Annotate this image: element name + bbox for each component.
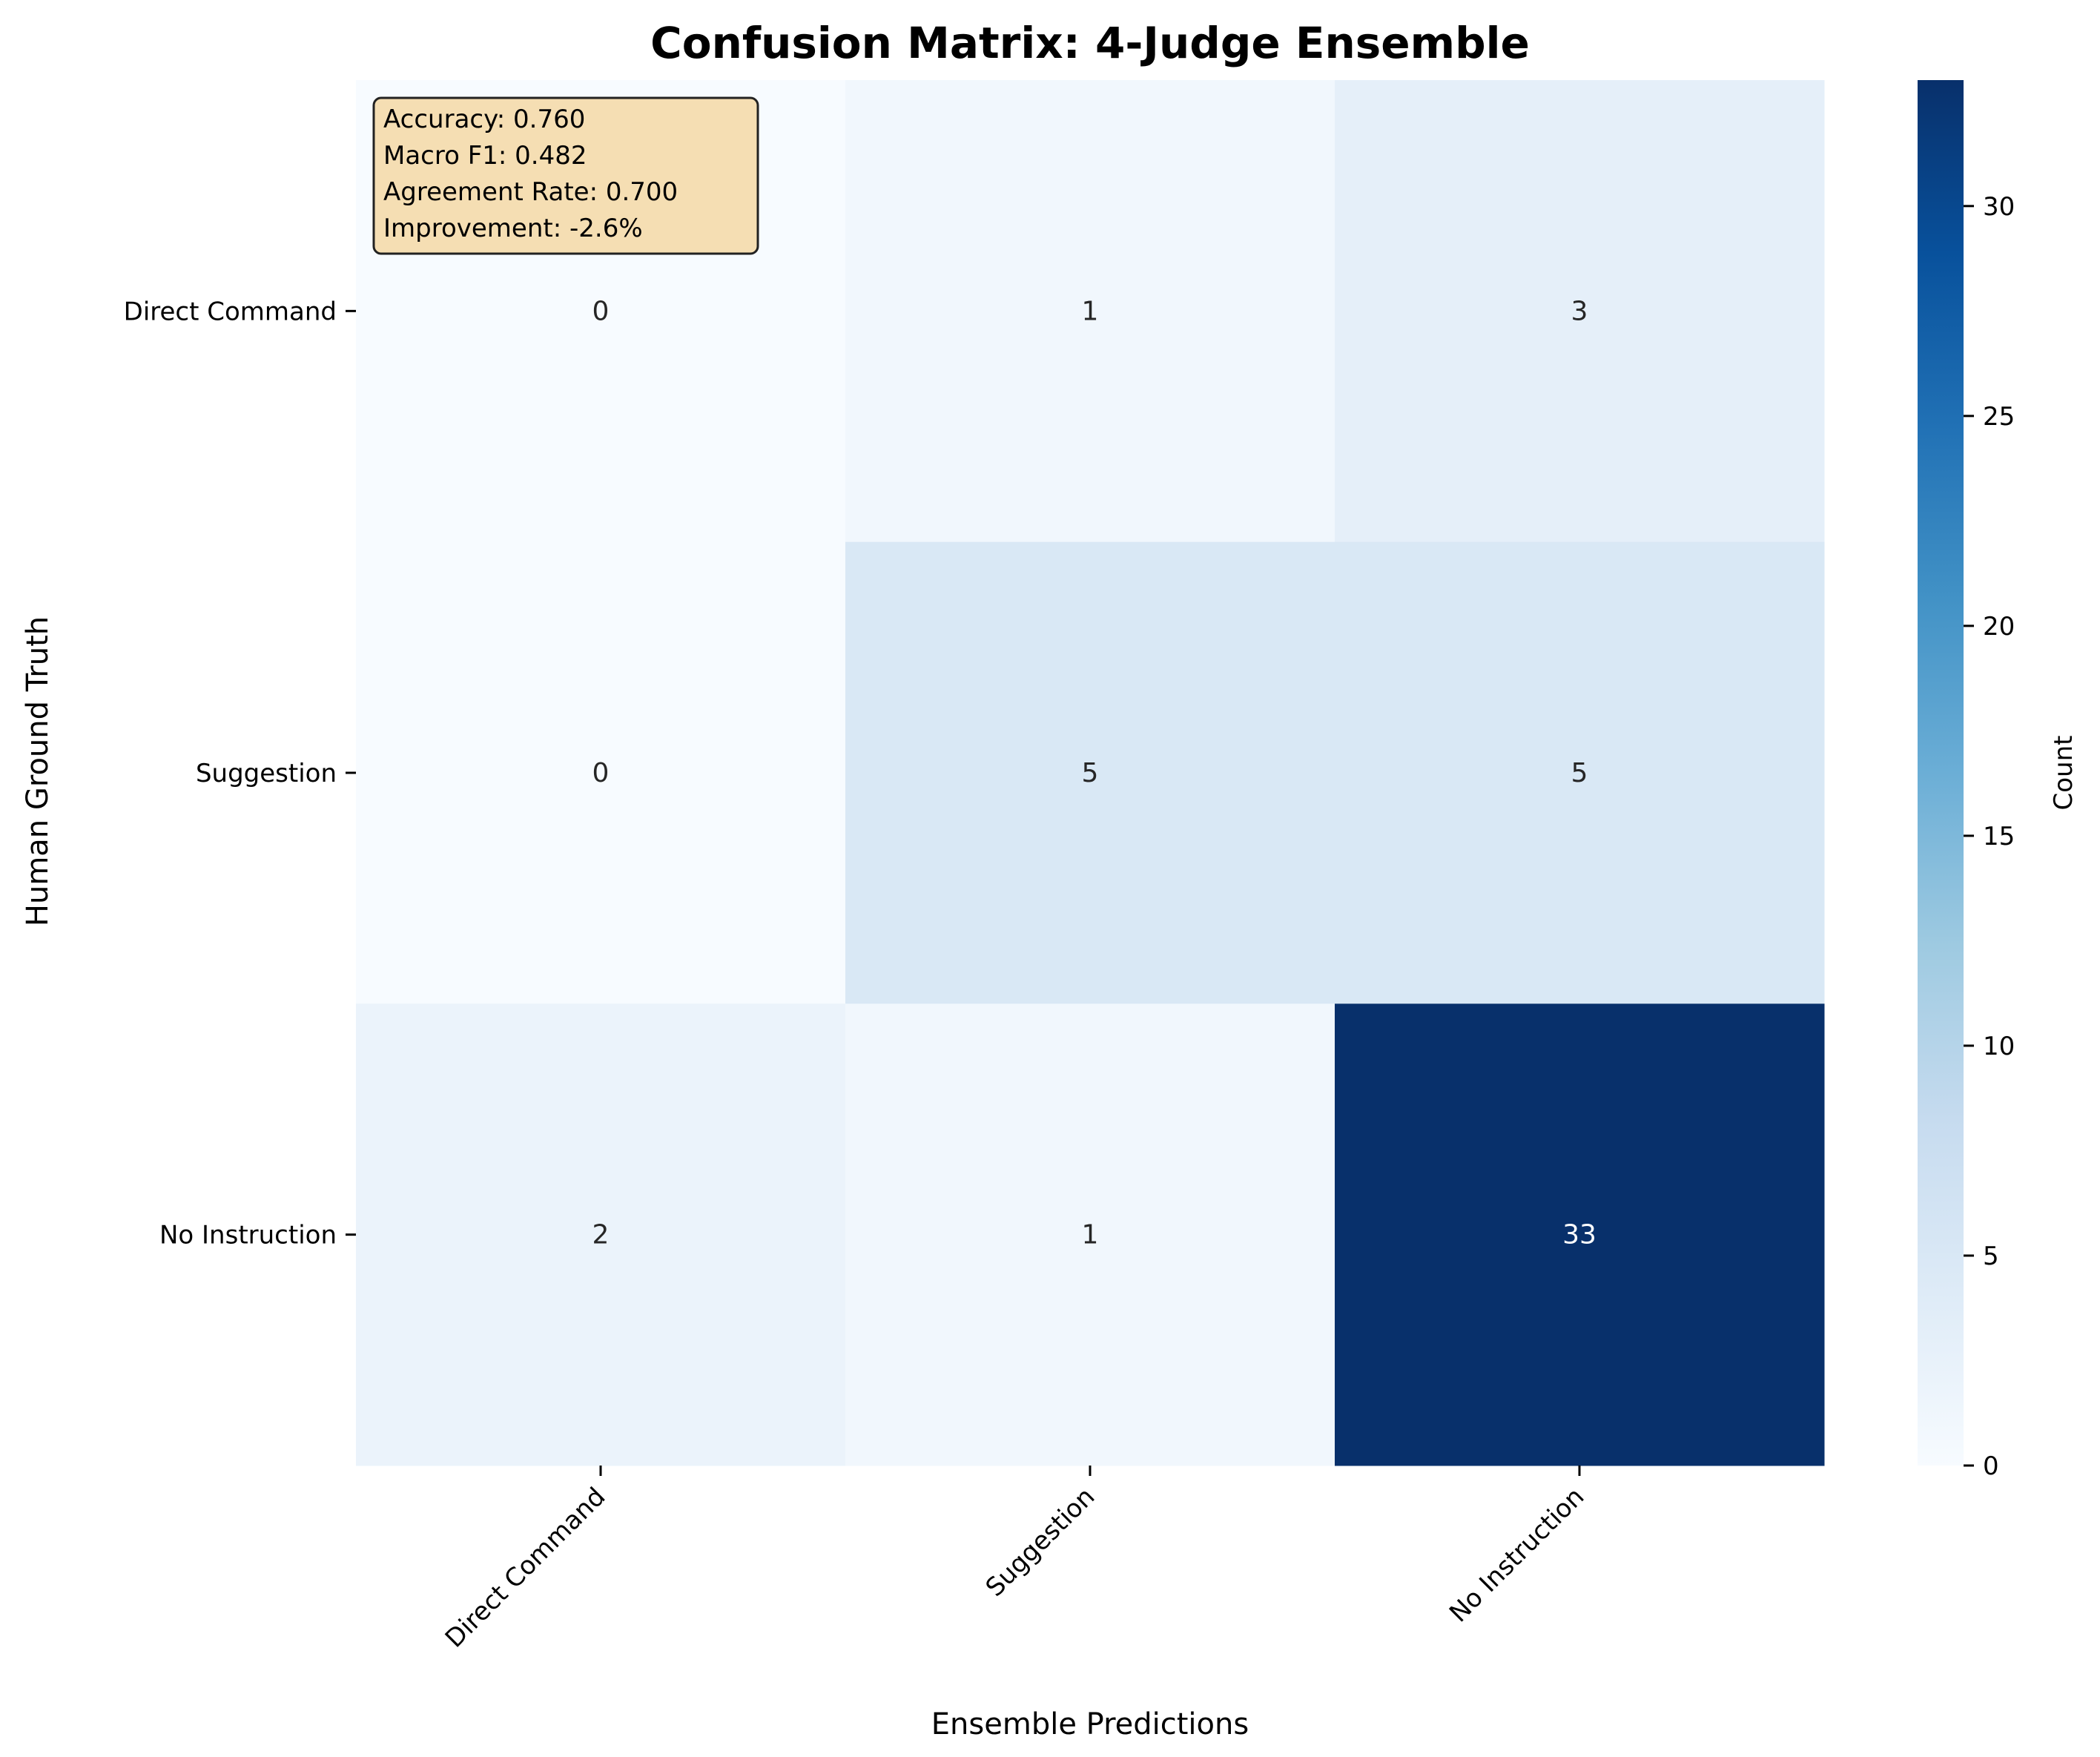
heatmap-cell	[845, 1003, 1335, 1466]
annotation-accuracy: Accuracy: 0.760	[383, 105, 585, 134]
annotation-agreement-rate: Agreement Rate: 0.700	[383, 177, 678, 207]
heatmap-cell	[356, 541, 846, 1004]
x-axis-ticks: Direct Command Suggestion No Instruction	[440, 1466, 1590, 1654]
heatmap-cell	[845, 80, 1335, 543]
colorbar-tick-label: 25	[1983, 402, 2015, 432]
heatmap-cells	[356, 80, 1825, 1466]
colorbar-tick-label: 30	[1983, 192, 2015, 222]
colorbar-tick-label: 20	[1983, 612, 2015, 642]
cell-value-label: 33	[1562, 1220, 1597, 1250]
heatmap-cell-labels: 0 1 3 0 5 5 2 1 33	[592, 296, 1597, 1250]
colorbar: 0 5 10 15 20 25 30 Count	[1918, 80, 2078, 1481]
x-tick-label: Direct Command	[440, 1482, 611, 1653]
heatmap-cell	[1335, 1003, 1825, 1466]
colorbar-label: Count	[2049, 736, 2078, 811]
y-tick-label: Direct Command	[124, 297, 337, 326]
x-axis-label: Ensemble Predictions	[931, 1707, 1249, 1741]
annotation-box-background	[372, 96, 759, 255]
colorbar-gradient	[1918, 80, 1964, 1466]
x-tick-label: No Instruction	[1444, 1482, 1590, 1628]
y-tick-label: No Instruction	[159, 1221, 337, 1250]
metrics-annotation-box: Accuracy: 0.760 Macro F1: 0.482 Agreemen…	[372, 96, 759, 255]
chart-title: Confusion Matrix: 4-Judge Ensemble	[650, 18, 1530, 68]
cell-value-label: 5	[1082, 758, 1099, 788]
heatmap-cell	[356, 1003, 846, 1466]
heatmap-cell	[1335, 80, 1825, 543]
cell-value-label: 1	[1082, 296, 1099, 326]
y-axis-ticks: Direct Command Suggestion No Instruction	[124, 297, 356, 1250]
y-tick-label: Suggestion	[196, 759, 337, 788]
cell-value-label: 3	[1571, 296, 1588, 326]
x-tick-label: Suggestion	[980, 1482, 1101, 1603]
cell-value-label: 2	[592, 1220, 610, 1250]
cell-value-label: 5	[1571, 758, 1588, 788]
colorbar-tick-label: 0	[1983, 1451, 1999, 1481]
colorbar-ticks: 0 5 10 15 20 25 30	[1964, 192, 2015, 1481]
colorbar-tick-label: 5	[1983, 1242, 1999, 1271]
colorbar-tick-label: 15	[1983, 822, 2015, 851]
cell-value-label: 0	[592, 758, 610, 788]
annotation-macro-f1: Macro F1: 0.482	[383, 141, 587, 171]
annotation-improvement: Improvement: -2.6%	[383, 214, 643, 243]
cell-value-label: 0	[592, 296, 610, 326]
y-axis-label: Human Ground Truth	[21, 616, 55, 926]
heatmap-cell	[1335, 541, 1825, 1004]
colorbar-tick-label: 10	[1983, 1032, 2015, 1061]
heatmap-cell	[845, 541, 1335, 1004]
cell-value-label: 1	[1082, 1220, 1099, 1250]
